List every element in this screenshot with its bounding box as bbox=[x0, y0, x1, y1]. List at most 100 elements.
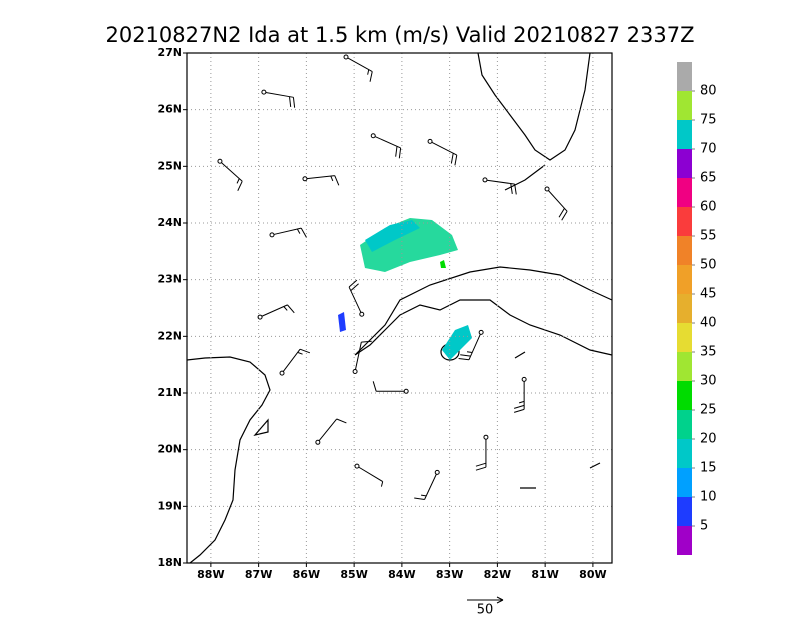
barb-station bbox=[482, 177, 488, 183]
barb-shaft bbox=[372, 381, 405, 392]
y-tick-label: 20N bbox=[157, 443, 182, 456]
wind-barb bbox=[414, 469, 440, 501]
colorbar-segment bbox=[677, 323, 692, 352]
colorbar-segment bbox=[677, 439, 692, 468]
barb-station bbox=[302, 176, 308, 182]
colorbar-label: 70 bbox=[700, 142, 717, 157]
colorbar-segment bbox=[677, 265, 692, 294]
y-tick-label: 23N bbox=[157, 273, 182, 286]
barb-shaft bbox=[414, 473, 437, 501]
island bbox=[253, 351, 601, 489]
colorbar-label: 60 bbox=[700, 200, 717, 215]
shaded-area bbox=[440, 260, 446, 268]
x-tick-label: 80W bbox=[579, 568, 606, 581]
barb-station bbox=[217, 158, 223, 164]
barb-station bbox=[354, 463, 360, 469]
barb-station bbox=[544, 186, 550, 192]
colorbar-label: 40 bbox=[700, 316, 717, 331]
wind-barb bbox=[315, 418, 347, 445]
barb-station bbox=[315, 439, 321, 445]
barb-shaft bbox=[355, 340, 372, 370]
barb-station bbox=[434, 469, 440, 475]
coastline bbox=[477, 52, 591, 191]
colorbar-segment bbox=[677, 207, 692, 236]
barb-station bbox=[279, 370, 285, 376]
colorbar-segment bbox=[677, 62, 692, 91]
barb-station bbox=[269, 232, 275, 238]
colorbar-label: 80 bbox=[700, 84, 717, 99]
shaded-area bbox=[365, 220, 420, 252]
barb-shaft bbox=[431, 141, 458, 166]
colorbar-segment bbox=[677, 236, 692, 265]
barb-shaft bbox=[513, 381, 525, 413]
wind-barb bbox=[427, 138, 458, 166]
wind-barb bbox=[279, 348, 311, 376]
colorbar-segment bbox=[677, 149, 692, 178]
wind-barb bbox=[348, 279, 365, 317]
barb-station bbox=[261, 89, 267, 95]
barb-station bbox=[370, 133, 376, 139]
colorbar-segment bbox=[677, 468, 692, 497]
barb-station bbox=[403, 388, 409, 394]
wind-barb bbox=[343, 54, 373, 82]
barb-shaft bbox=[221, 162, 243, 191]
colorbar-label: 20 bbox=[700, 432, 717, 447]
wind-barb bbox=[372, 381, 409, 394]
colorbar-label: 55 bbox=[700, 229, 717, 244]
barb-shaft bbox=[306, 175, 340, 186]
colorbar-segment bbox=[677, 91, 692, 120]
colorbar-label: 50 bbox=[700, 258, 717, 273]
colorbar-segment bbox=[677, 352, 692, 381]
colorbar-segment bbox=[677, 294, 692, 323]
reference-arrow-head bbox=[496, 596, 504, 604]
barb-station bbox=[521, 376, 527, 382]
colorbar-segment bbox=[677, 178, 692, 207]
x-tick-label: 88W bbox=[197, 568, 224, 581]
colorbar-segment bbox=[677, 381, 692, 410]
y-tick-label: 22N bbox=[157, 329, 182, 342]
wind-barb bbox=[370, 133, 402, 159]
barb-shaft bbox=[282, 348, 311, 372]
colorbar-segment bbox=[677, 120, 692, 149]
colorbar-label: 35 bbox=[700, 345, 717, 360]
y-tick-label: 25N bbox=[157, 159, 182, 172]
barb-shaft bbox=[458, 333, 481, 361]
x-tick-label: 81W bbox=[531, 568, 558, 581]
y-tick-label: 21N bbox=[157, 386, 182, 399]
colorbar-label: 15 bbox=[700, 461, 717, 476]
barb-shaft bbox=[273, 227, 307, 238]
barb-station bbox=[257, 314, 263, 320]
colorbar-label: 25 bbox=[700, 403, 717, 418]
x-tick-label: 83W bbox=[436, 568, 463, 581]
colorbar-label: 75 bbox=[700, 113, 717, 128]
wind-barb bbox=[458, 329, 484, 361]
colorbar-label: 45 bbox=[700, 287, 717, 302]
barb-station bbox=[427, 138, 433, 144]
wind-barb bbox=[513, 376, 527, 413]
barb-station bbox=[483, 434, 489, 440]
y-tick-label: 26N bbox=[157, 103, 182, 116]
x-tick-label: 82W bbox=[484, 568, 511, 581]
y-tick-label: 24N bbox=[157, 216, 182, 229]
barb-shaft bbox=[318, 418, 347, 442]
wind-barb bbox=[354, 463, 384, 487]
colorbar-label: 10 bbox=[700, 490, 717, 505]
barb-station bbox=[359, 311, 365, 317]
x-tick-label: 84W bbox=[388, 568, 415, 581]
shaded-area bbox=[338, 312, 346, 332]
coastline bbox=[186, 356, 271, 564]
barb-station bbox=[352, 368, 358, 374]
barb-shaft bbox=[548, 190, 568, 221]
barb-shaft bbox=[261, 304, 295, 317]
x-tick-label: 86W bbox=[293, 568, 320, 581]
x-tick-label: 87W bbox=[245, 568, 272, 581]
colorbar-label: 5 bbox=[700, 519, 708, 534]
reference-vector: 50 bbox=[467, 596, 504, 618]
barb-shaft bbox=[265, 91, 296, 108]
wind-barb bbox=[302, 175, 340, 186]
colorbar-segment bbox=[677, 410, 692, 439]
plot-frame bbox=[186, 52, 613, 564]
reference-label: 50 bbox=[477, 603, 494, 618]
title: 20210827N2 Ida at 1.5 km (m/s) Valid 202… bbox=[105, 23, 694, 47]
wind-barb bbox=[352, 340, 372, 374]
